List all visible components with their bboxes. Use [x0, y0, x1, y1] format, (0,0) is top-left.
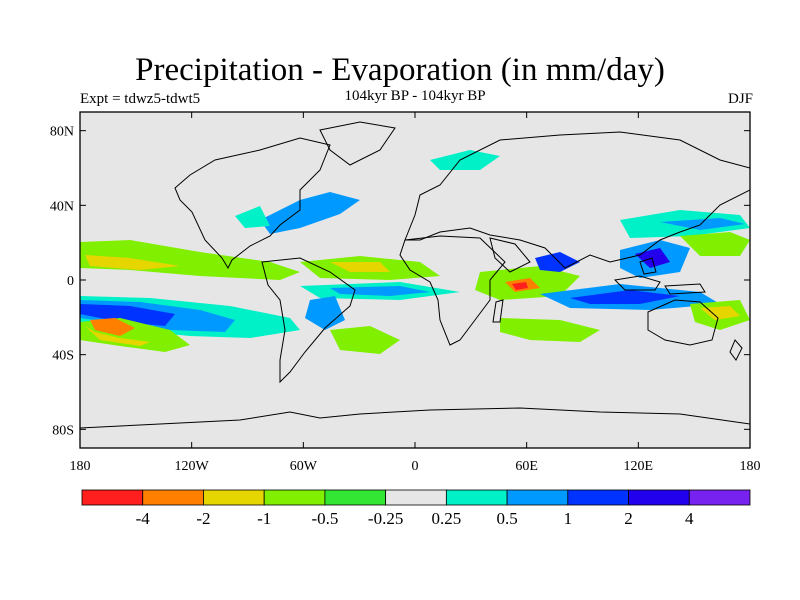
coastline-north-america — [174, 137, 331, 270]
colorbar-swatch — [263, 489, 326, 506]
colorbar-swatch — [506, 489, 569, 506]
contour-negative-south-america-east — [330, 326, 400, 354]
colorbar-swatch — [688, 489, 751, 506]
y-tick-label: 40N — [50, 199, 74, 214]
colorbar: -4 -2 -1 -0.5 -0.25 0.25 0.5 1 2 4 — [81, 489, 751, 528]
y-tick-label: 80N — [50, 125, 74, 140]
x-tick-label: 60E — [515, 459, 538, 474]
colorbar-level-label: -0.5 — [311, 509, 338, 528]
experiment-label: Expt = tdwz5-tdwt5 — [80, 91, 201, 107]
contour-negative-south-pacific-core — [90, 318, 135, 336]
y-axis: 80N 40N 0 40S 80S — [50, 125, 750, 438]
colorbar-level-label: 4 — [685, 509, 694, 528]
colorbar-level-label: -0.25 — [368, 509, 403, 528]
coastline-greenland — [319, 121, 396, 166]
colorbar-level-label: 0.5 — [496, 509, 517, 528]
coastline-australia — [647, 299, 719, 346]
contour-positive-north-atlantic — [260, 192, 360, 234]
y-tick-label: 0 — [67, 274, 74, 289]
plot-title: Precipitation - Evaporation (in mm/day) — [135, 52, 665, 88]
coastline-madagascar — [492, 299, 504, 323]
contour-negative-south-pacific-mid — [85, 326, 150, 346]
contour-positive-north-pacific-track-core — [660, 218, 745, 230]
y-tick-label: 40S — [52, 349, 74, 364]
contour-negative-arabian-sea-peak — [512, 282, 528, 290]
colorbar-swatch — [203, 489, 265, 506]
colorbar-swatch — [445, 489, 508, 506]
contour-negative-australia-core — [700, 306, 740, 320]
contour-positive-south-america — [305, 296, 345, 330]
contour-positive-itcz-atlantic-core — [330, 286, 430, 296]
colorbar-swatch — [142, 489, 204, 506]
contour-negative-tropical-atlantic-core — [330, 262, 390, 272]
contour-positive-north-atlantic-halo — [235, 206, 270, 228]
contour-positive-north-atlantic-east — [430, 150, 500, 170]
colorbar-level-label: 2 — [624, 509, 633, 528]
coastline-africa — [399, 235, 506, 346]
contour-negative-north-pacific-core — [85, 255, 180, 270]
coastline-antarctica — [80, 407, 750, 429]
contour-positive-indian-ocean-core — [570, 290, 680, 304]
colorbar-swatch — [567, 489, 629, 506]
colorbar-swatch — [628, 489, 690, 506]
x-tick-label: 120W — [175, 459, 210, 474]
x-tick-label: 0 — [412, 459, 419, 474]
contour-positive-south-pacific-core — [80, 304, 175, 326]
coastline-europe-asia — [404, 131, 750, 269]
coastline-arabia — [489, 237, 531, 273]
subtitle-label: 104kyr BP - 104kyr BP — [344, 88, 486, 104]
coastline-new-zealand — [729, 339, 743, 361]
colorbar-level-label: -2 — [196, 509, 210, 528]
colorbar-level-label: -4 — [136, 509, 151, 528]
x-tick-label: 180 — [740, 459, 761, 474]
season-label: DJF — [727, 91, 753, 107]
coastline-south-america — [261, 257, 356, 384]
map-background — [80, 112, 750, 448]
x-tick-label: 120E — [624, 459, 654, 474]
colorbar-level-label: -1 — [257, 509, 271, 528]
x-tick-label: 180 — [70, 459, 91, 474]
colorbar-swatch — [324, 489, 387, 506]
colorbar-level-label: 1 — [564, 509, 573, 528]
x-tick-label: 60W — [290, 459, 318, 474]
contour-positive-bay-of-bengal — [535, 252, 580, 272]
contour-negative-west-pacific — [680, 232, 750, 256]
colorbar-swatch — [385, 489, 447, 506]
coastline-maritime-continent — [613, 257, 706, 295]
colorbar-swatch — [81, 489, 144, 506]
colorbar-level-label: 0.25 — [431, 509, 461, 528]
coastlines — [80, 121, 750, 429]
contour-negative-north-pacific — [80, 240, 300, 280]
y-tick-label: 80S — [52, 423, 74, 438]
x-axis: 180 120W 60W 0 60E 120E 180 — [70, 112, 761, 474]
contour-negative-south-indian-ocean — [500, 318, 600, 342]
